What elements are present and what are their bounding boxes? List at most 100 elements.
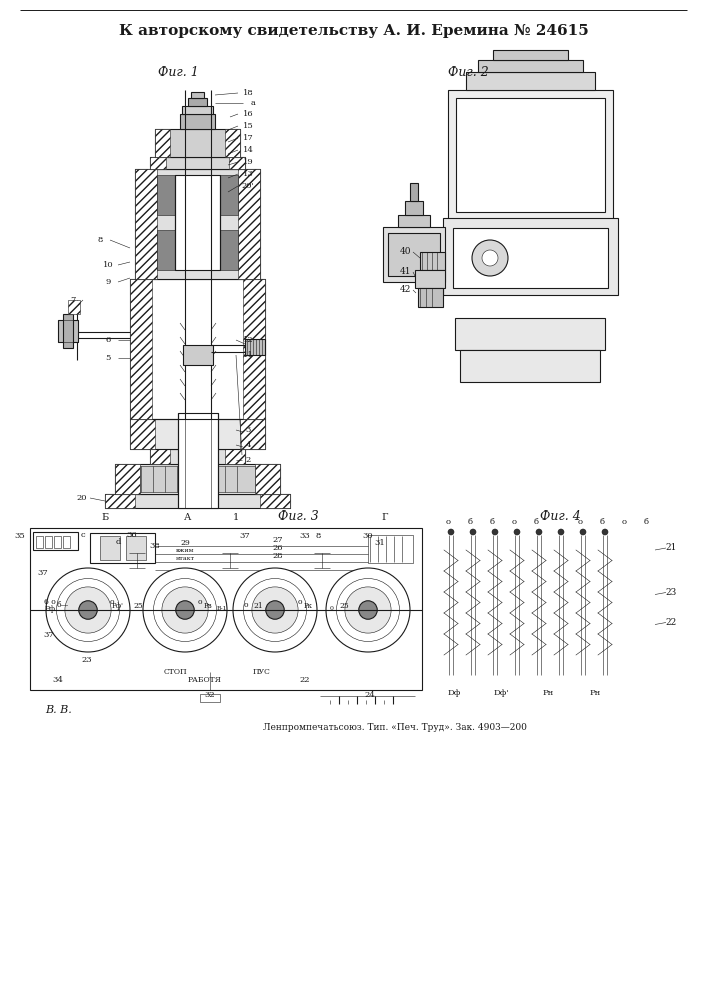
Text: б: б	[489, 518, 494, 526]
Bar	[157, 230, 238, 270]
Circle shape	[326, 568, 410, 652]
Text: 4: 4	[245, 441, 251, 449]
Bar	[478, 60, 583, 72]
Text: 1: 1	[233, 514, 239, 522]
Text: Рф': Рф'	[112, 602, 124, 610]
Text: 33: 33	[300, 532, 310, 540]
Text: 8: 8	[98, 236, 103, 244]
Circle shape	[252, 587, 298, 633]
Text: 16: 16	[243, 110, 253, 118]
Text: 41: 41	[399, 267, 411, 276]
Text: о: о	[244, 601, 248, 609]
Text: нтакт: нтакт	[175, 556, 194, 562]
Bar	[188, 98, 207, 106]
Circle shape	[558, 529, 564, 535]
Bar	[418, 288, 443, 307]
Text: б: б	[534, 518, 539, 526]
Text: Фиг. 1: Фиг. 1	[158, 66, 199, 79]
Text: Б: Б	[101, 514, 109, 522]
Bar	[90, 533, 155, 563]
Text: 25: 25	[133, 602, 143, 610]
Text: б: б	[600, 518, 604, 526]
Text: 24: 24	[365, 691, 375, 699]
Bar	[100, 536, 120, 560]
Text: 12: 12	[243, 336, 253, 344]
Circle shape	[266, 601, 284, 619]
Circle shape	[243, 578, 307, 642]
Bar	[245, 339, 265, 355]
Bar	[105, 494, 135, 508]
Bar	[456, 98, 605, 212]
Bar	[157, 175, 238, 215]
Bar	[180, 114, 215, 129]
Text: 29: 29	[180, 539, 190, 547]
Circle shape	[143, 568, 227, 652]
Text: Рн: Рн	[590, 689, 601, 697]
Bar	[460, 350, 600, 382]
Text: 30: 30	[363, 532, 373, 540]
Text: 3: 3	[245, 426, 251, 434]
Circle shape	[470, 529, 476, 535]
Bar	[54, 536, 61, 548]
Bar	[405, 201, 423, 215]
Bar	[191, 92, 204, 98]
Bar	[135, 169, 260, 279]
Text: Рн: Рн	[542, 689, 554, 697]
Bar	[225, 449, 245, 464]
Text: 21: 21	[665, 544, 677, 552]
Bar	[415, 270, 445, 288]
Bar	[388, 233, 440, 276]
Text: 20': 20'	[242, 182, 255, 190]
Bar	[68, 300, 80, 314]
Bar	[243, 279, 265, 419]
Bar	[33, 532, 78, 550]
Text: 42: 42	[399, 286, 411, 294]
Bar	[200, 694, 220, 702]
Text: Фиг. 2: Фиг. 2	[448, 66, 489, 79]
Bar	[448, 90, 613, 220]
Text: В-1: В-1	[216, 605, 228, 610]
Circle shape	[472, 240, 508, 276]
Text: вжим: вжим	[176, 548, 194, 554]
Text: 11: 11	[243, 351, 253, 359]
Text: 26: 26	[273, 544, 284, 552]
Text: СТОП: СТОП	[163, 668, 187, 676]
Text: о: о	[298, 598, 303, 606]
Circle shape	[78, 601, 98, 619]
Bar	[140, 466, 255, 492]
Bar	[126, 536, 146, 560]
Text: 13: 13	[243, 170, 253, 178]
Bar	[368, 535, 413, 563]
Text: 37: 37	[37, 569, 48, 577]
Circle shape	[233, 568, 317, 652]
Text: Dф: Dф	[448, 689, 461, 697]
Circle shape	[57, 578, 119, 642]
Text: 37: 37	[240, 532, 250, 540]
Bar	[63, 536, 70, 548]
Bar	[255, 464, 280, 494]
Bar	[229, 157, 245, 169]
Bar	[453, 228, 608, 288]
Bar	[115, 464, 140, 494]
Bar	[150, 449, 170, 464]
Text: Фиг. 3: Фиг. 3	[278, 510, 318, 522]
Bar	[130, 419, 155, 449]
Text: a: a	[250, 99, 255, 107]
Bar	[410, 183, 418, 201]
Text: Рф: Рф	[45, 605, 56, 613]
Text: d: d	[115, 538, 121, 546]
Text: 18: 18	[243, 89, 253, 97]
Bar	[238, 169, 260, 279]
Bar	[155, 129, 240, 157]
Text: Ленпромпечатьсоюз. Тип. «Печ. Труд». Зак. 4903—200: Ленпромпечатьсоюз. Тип. «Печ. Труд». Зак…	[263, 724, 527, 732]
Bar	[130, 419, 265, 449]
Text: 32: 32	[205, 691, 216, 699]
Circle shape	[153, 578, 216, 642]
Bar	[135, 169, 157, 279]
Bar	[63, 314, 73, 348]
Text: 5: 5	[105, 354, 111, 362]
Text: 34: 34	[52, 676, 64, 684]
Text: 9: 9	[105, 278, 111, 286]
Bar	[150, 449, 245, 464]
Text: 2: 2	[245, 456, 250, 464]
